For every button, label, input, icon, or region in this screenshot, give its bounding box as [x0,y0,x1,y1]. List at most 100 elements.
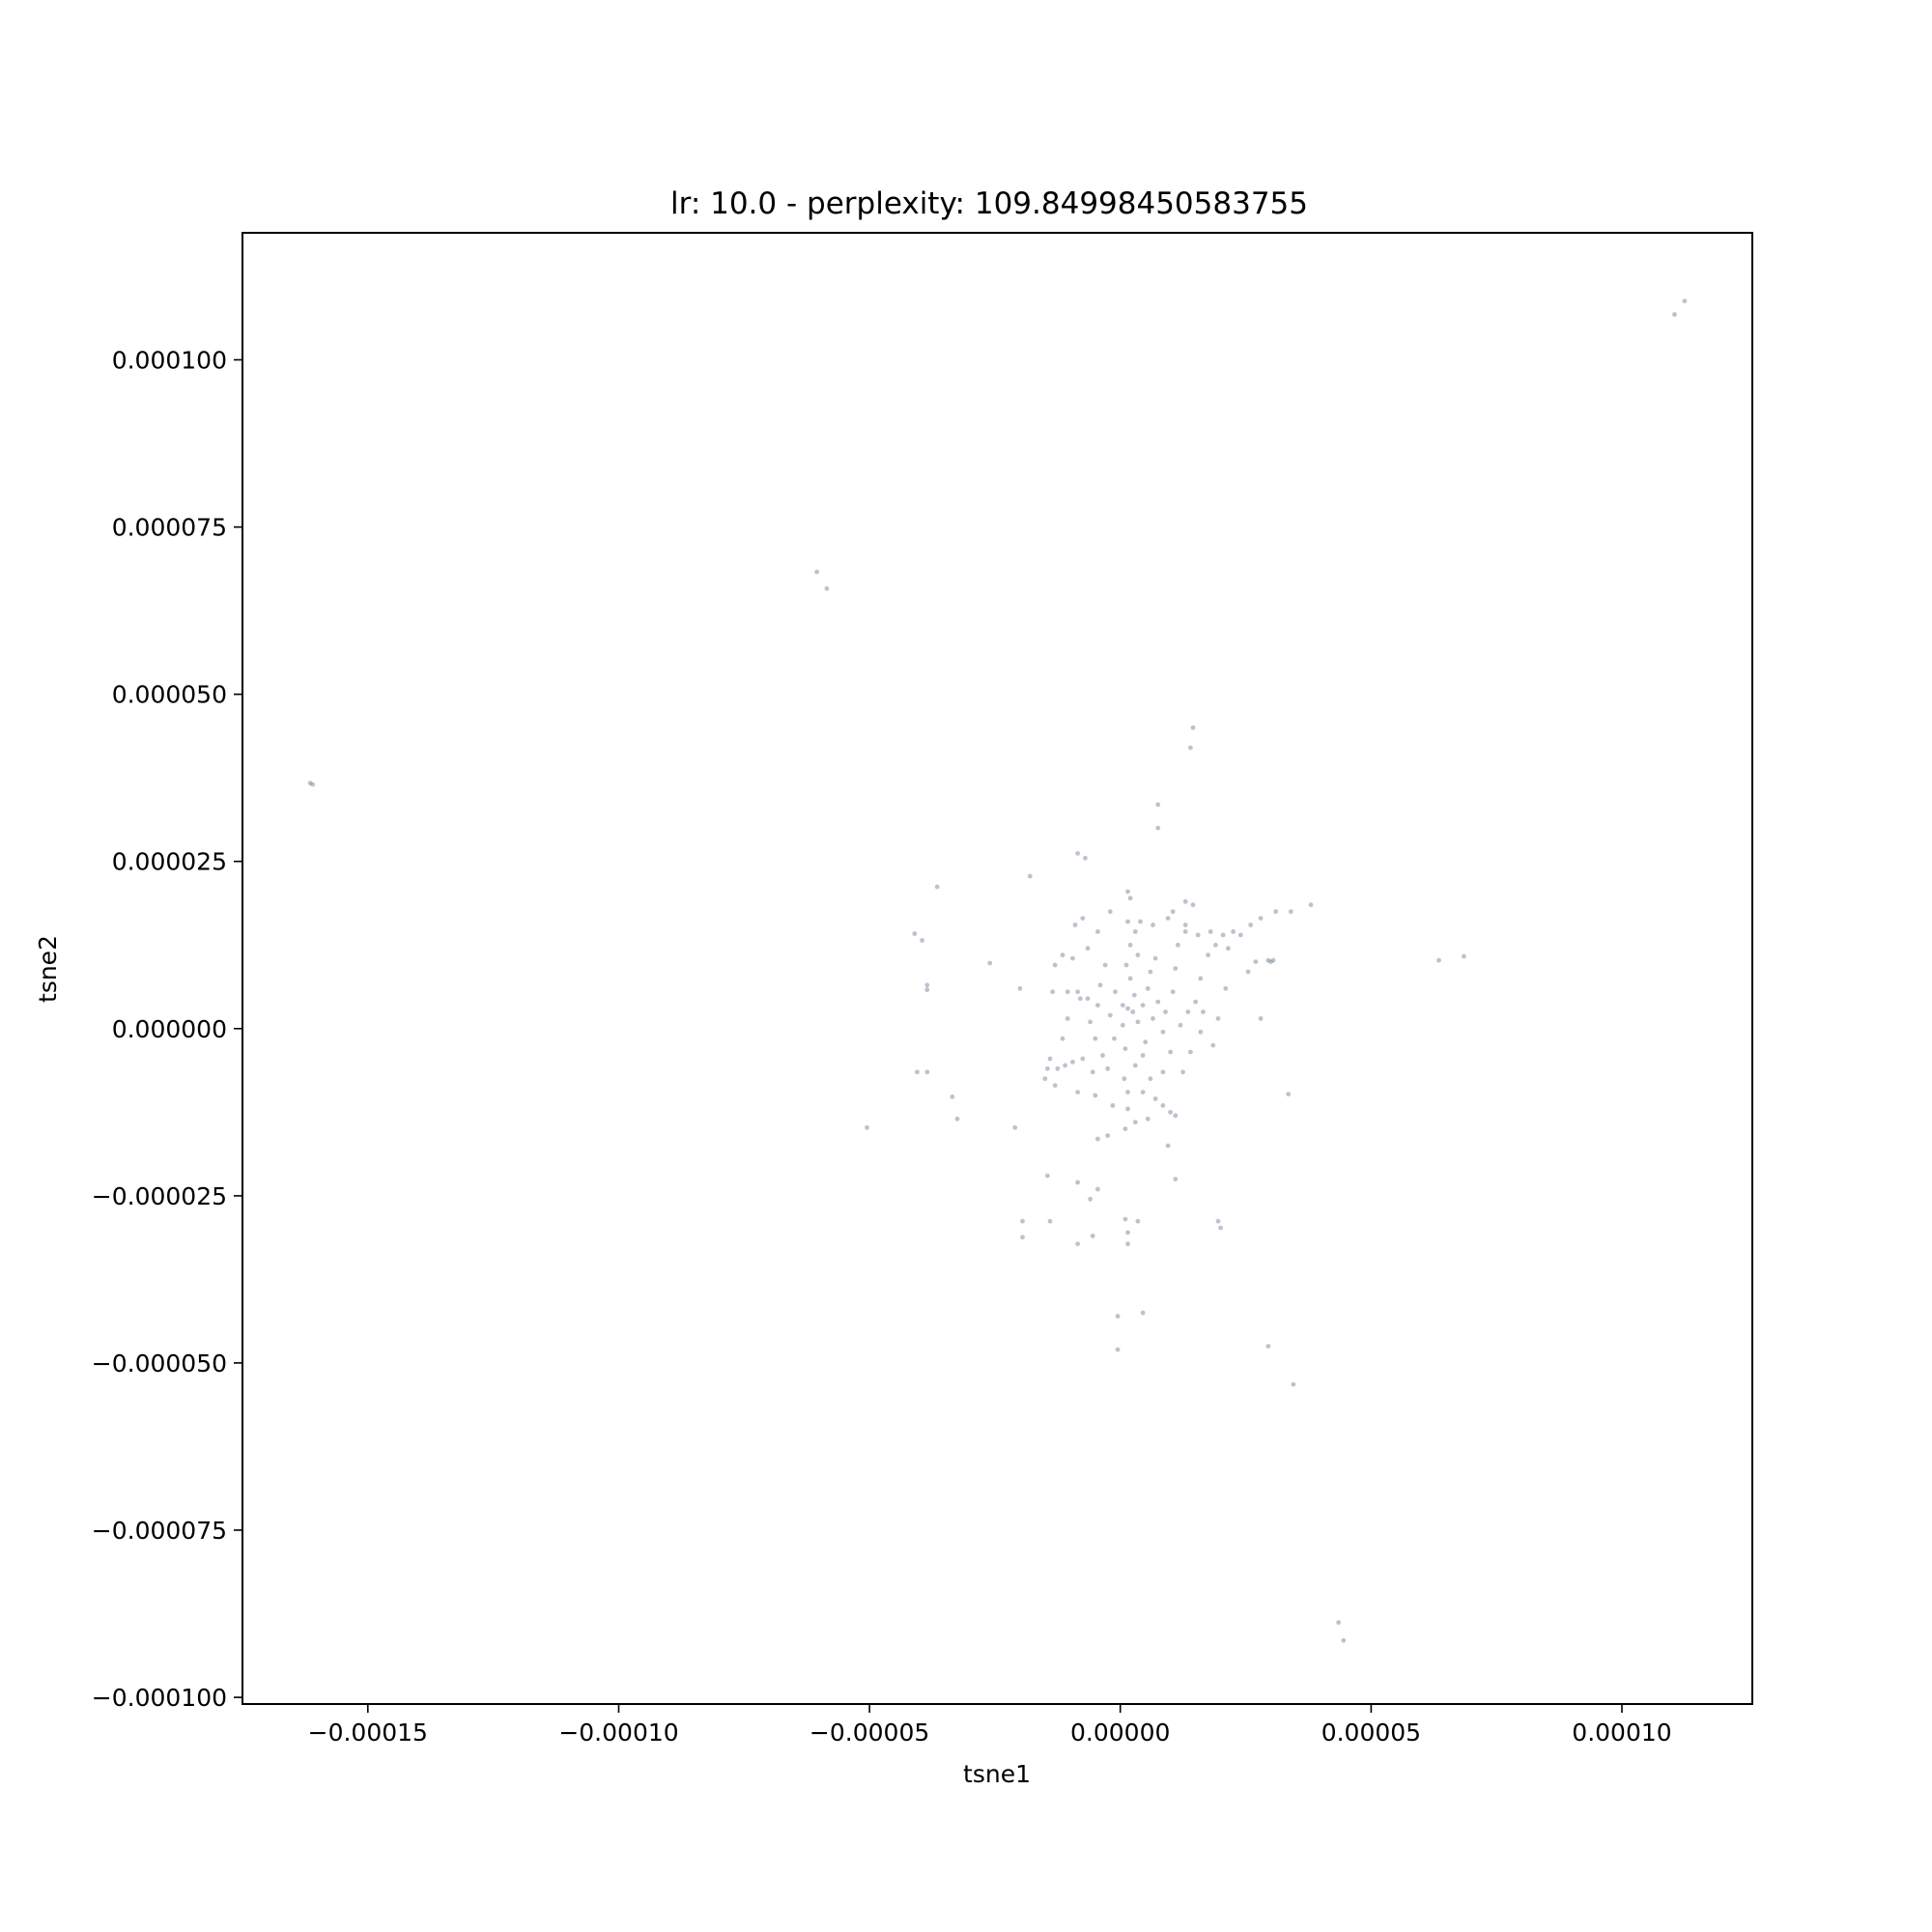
data-point [1080,916,1086,921]
data-point [1093,1036,1098,1041]
data-point [1125,889,1130,895]
data-point [1265,957,1271,963]
data-point [1178,1022,1183,1028]
data-point [1270,957,1276,963]
data-point [1125,919,1130,924]
y-tick-label: 0.000075 [112,514,227,542]
x-tick-label: −0.00015 [308,1719,428,1747]
data-point [1180,1069,1185,1075]
data-point [1090,1069,1095,1075]
data-point [1201,1009,1206,1014]
data-point [1231,929,1236,934]
data-point [1017,985,1023,991]
data-point [1122,1076,1127,1082]
data-point [1190,724,1196,730]
data-point [1110,1103,1116,1108]
data-point [1173,1113,1179,1119]
data-point [1132,1120,1138,1125]
data-point [1097,982,1103,988]
data-point [1115,1347,1121,1352]
data-point [1188,745,1193,751]
data-point [1132,1063,1138,1068]
data-point [1672,312,1677,317]
data-point [1140,1003,1146,1008]
data-point [1682,298,1688,303]
data-point [1012,1124,1018,1130]
y-tick-label: 0.000100 [112,347,227,375]
data-point [1341,1637,1347,1643]
data-point [1065,1016,1070,1021]
data-point [1123,962,1129,968]
data-point [1237,932,1243,938]
data-point [1132,929,1138,934]
data-point [865,1124,869,1130]
data-point [1165,916,1171,921]
data-point [1075,1090,1080,1094]
data-point [1160,1029,1166,1035]
data-point [1336,1620,1341,1625]
data-point [1135,952,1141,958]
data-point [954,1116,960,1122]
data-point [1127,942,1133,948]
y-tick-label: −0.000050 [92,1350,227,1378]
data-point [1095,1136,1100,1142]
data-point [1020,1218,1025,1224]
data-point [1122,1126,1128,1131]
data-point [1045,1065,1050,1071]
data-point [950,1094,955,1099]
data-point [1160,1103,1166,1108]
data-point [1072,923,1078,927]
y-tick-label: 0.000000 [112,1015,227,1043]
data-point [1100,1053,1105,1058]
data-point [1027,873,1033,879]
data-point [1130,1009,1136,1014]
data-point [1125,1106,1130,1112]
data-point [1163,1009,1168,1014]
data-point [1105,1133,1111,1138]
data-point [1105,1065,1111,1071]
data-point [1131,992,1137,998]
data-point [1151,923,1155,927]
data-point [1045,1173,1050,1179]
data-point [1047,1218,1053,1224]
data-point [1308,902,1314,908]
data-point [1052,1083,1058,1088]
x-tick-label: 0.00010 [1572,1719,1671,1747]
data-point [924,987,930,993]
data-point [1210,1042,1216,1048]
data-point [1165,1143,1171,1149]
data-point [987,960,993,966]
data-point [1055,1065,1061,1071]
data-point [915,1069,920,1075]
data-point [1080,1056,1086,1062]
data-point [1188,1049,1193,1055]
data-point [1047,1056,1053,1062]
data-point [1088,1196,1093,1202]
data-point [1258,1016,1264,1021]
data-point [1151,1016,1155,1021]
data-point [1060,952,1065,958]
data-point [1215,1218,1221,1224]
data-point [1107,909,1113,915]
data-point [1075,989,1080,995]
x-tick-label: −0.00005 [810,1719,929,1747]
y-tick-label: 0.000025 [112,848,227,876]
data-point [1248,923,1254,927]
data-point [1288,909,1293,915]
data-point [1148,969,1153,975]
data-point [1218,1225,1223,1231]
data-point [1140,1310,1146,1316]
data-point [1102,962,1108,968]
data-point [1168,1109,1173,1115]
data-point [1140,1090,1146,1094]
x-tick-label: 0.00000 [1070,1719,1170,1747]
x-axis-label: tsne1 [963,1760,1031,1788]
data-point [814,569,819,575]
data-point [1085,946,1091,952]
data-point [1258,916,1264,921]
data-point [1170,989,1176,995]
data-point [1095,1003,1100,1008]
data-point [1148,1076,1153,1082]
data-point [1042,1076,1048,1082]
